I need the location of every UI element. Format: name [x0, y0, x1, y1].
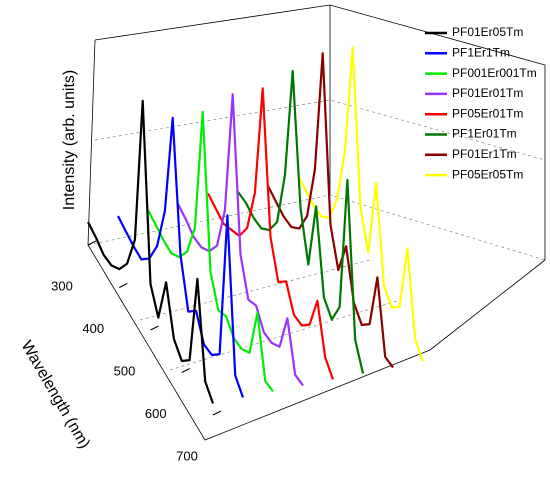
x-tick	[119, 283, 128, 288]
series-line	[147, 110, 274, 393]
box-frame	[87, 4, 546, 441]
series-line	[177, 93, 304, 387]
x-tick-label: 500	[114, 363, 136, 378]
x-tick-label: 600	[145, 406, 167, 421]
legend-label: PF01Er01Tm	[452, 86, 523, 100]
x-tick-label: 400	[82, 321, 104, 336]
series-line	[87, 99, 215, 404]
x-tick	[150, 325, 159, 331]
series-line	[237, 69, 365, 374]
legend-label: PF001Er001Tm	[452, 66, 537, 80]
y-axis-title: Intensity (arb. units)	[61, 70, 78, 211]
legend-label: PF05Er01Tm	[452, 106, 523, 120]
legend-label: PF01Er05Tm	[452, 25, 523, 39]
legend-label: PF1Er01Tm	[452, 127, 517, 141]
series-line	[267, 52, 394, 369]
legend-label: PF1Er1Tm	[452, 45, 510, 59]
x-tick	[212, 410, 222, 416]
x-tick	[87, 240, 97, 246]
series-line	[297, 46, 425, 362]
x-axis-title: Wavelength (nm)	[18, 338, 93, 451]
series-line	[117, 116, 245, 398]
x-tick	[181, 368, 190, 373]
x-tick-label: 700	[176, 448, 198, 463]
legend-label: PF01Er1Tm	[452, 147, 517, 161]
legend-label: PF05Er05Tm	[452, 167, 523, 181]
x-tick-label: 300	[51, 278, 73, 293]
